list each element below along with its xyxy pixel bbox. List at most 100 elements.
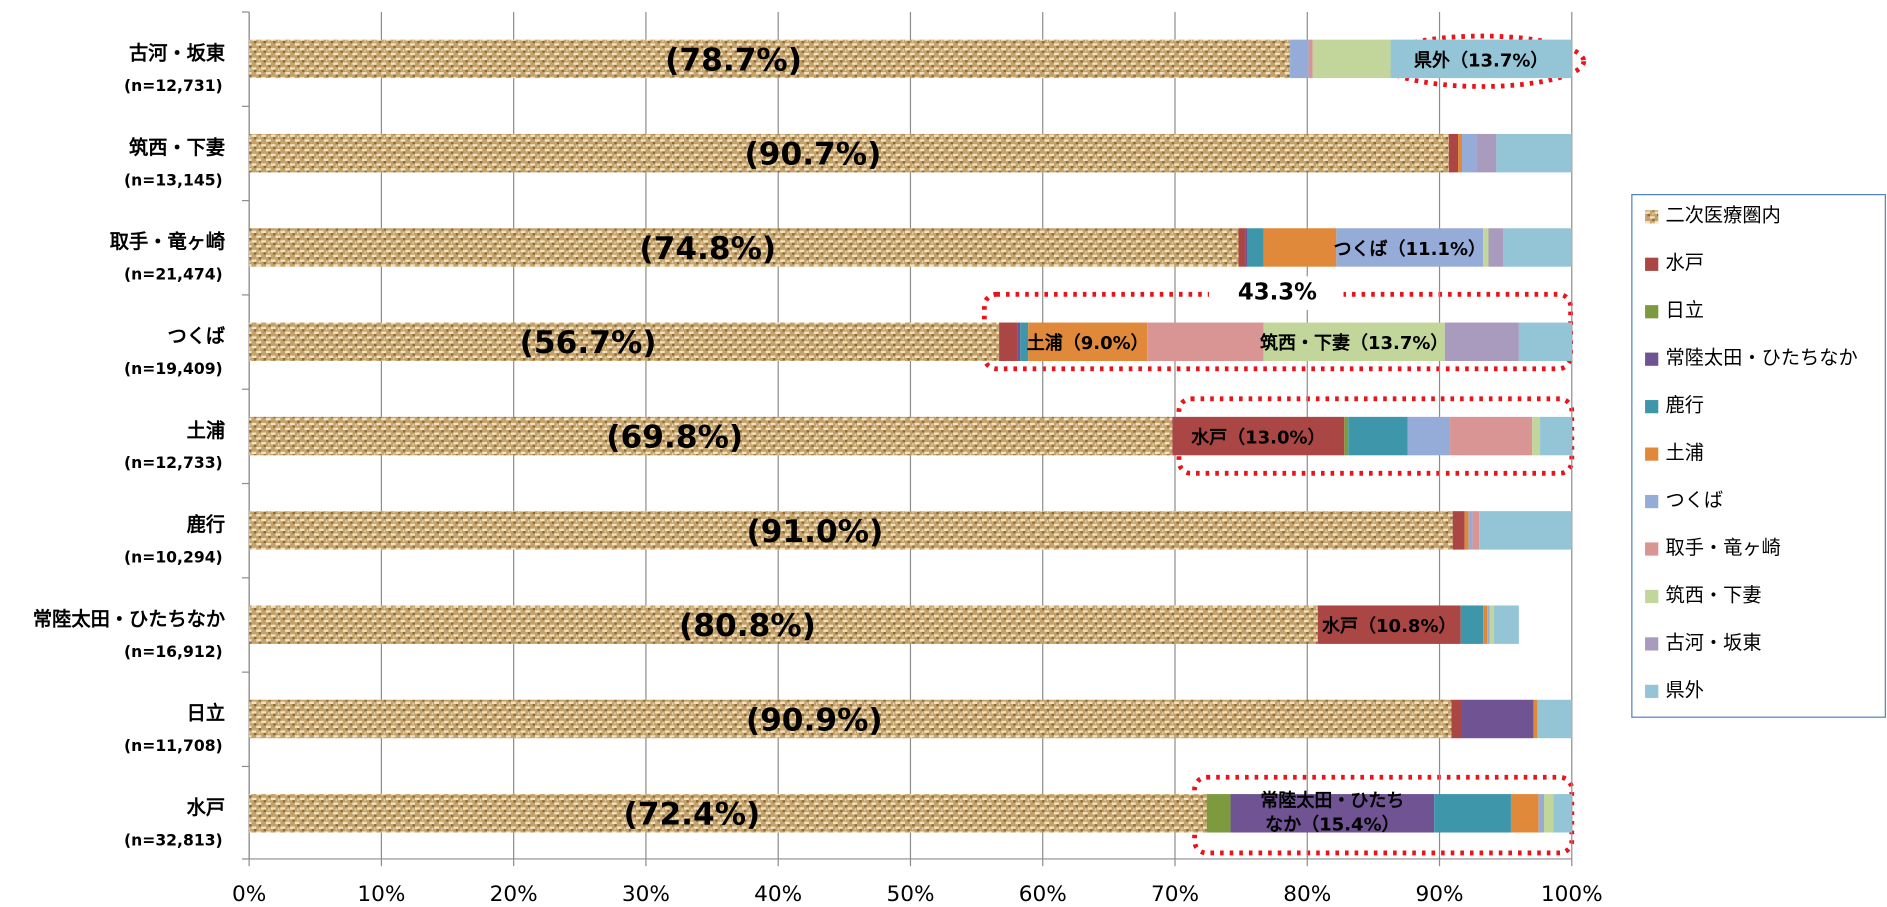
bar-segment — [1444, 322, 1519, 361]
bar-segment — [1483, 605, 1488, 644]
bar-segment — [1532, 416, 1541, 456]
category-note: (n=12,731) — [124, 77, 223, 95]
value-label: (78.7%) — [665, 42, 802, 78]
x-tick-label: 90% — [1416, 882, 1464, 907]
bar-segment — [1448, 133, 1459, 173]
legend-swatch — [1645, 542, 1659, 556]
value-label: (72.4%) — [623, 797, 760, 833]
bar-segment — [1468, 511, 1473, 550]
category-note: (n=19,409) — [124, 360, 223, 378]
value-label: (69.8%) — [606, 419, 743, 455]
legend-swatch — [1645, 637, 1659, 651]
bar-segment — [1476, 133, 1497, 173]
value-label: (74.8%) — [639, 231, 776, 267]
y-tick-label: 常陸太田・ひたちなか — [33, 607, 226, 630]
annotation: 43.3% — [1238, 280, 1317, 306]
value-label: (90.9%) — [746, 702, 883, 738]
bar-segment — [249, 605, 1318, 644]
legend-swatch — [1645, 352, 1659, 366]
bar-segment — [1206, 794, 1231, 833]
bar-segment — [1290, 39, 1309, 79]
bar-segment — [1460, 605, 1484, 644]
value-label: 筑西・下妻（13.7%） — [1260, 332, 1448, 354]
x-tick-label: 70% — [1151, 882, 1199, 907]
bar-segment — [249, 39, 1291, 79]
y-tick-label: 古河・坂東 — [129, 42, 226, 65]
legend-label: 鹿行 — [1665, 394, 1703, 417]
legend-swatch — [1645, 494, 1659, 509]
legend-swatch — [1645, 210, 1659, 224]
y-tick-label: 土浦 — [187, 419, 225, 442]
x-tick-label: 80% — [1283, 882, 1331, 907]
y-tick-label: 鹿行 — [187, 513, 225, 536]
legend-label: つくば — [1665, 488, 1723, 511]
bar-segment — [1247, 228, 1264, 267]
bar-segment — [1462, 133, 1477, 173]
bar-segment — [1518, 322, 1572, 361]
bar-segment — [1028, 322, 1148, 361]
value-label: (91.0%) — [746, 514, 883, 550]
highlight — [1192, 774, 1575, 856]
bar-segment — [1312, 39, 1391, 79]
bar-segment — [1348, 416, 1408, 456]
value-label: 水戸（10.8%） — [1322, 615, 1456, 637]
x-tick-label: 100% — [1541, 882, 1603, 907]
legend-box — [1631, 194, 1886, 718]
bar-segment — [1538, 794, 1545, 833]
bar-segment — [249, 511, 1453, 550]
bar-segment — [1464, 511, 1469, 550]
bar-segment — [1336, 228, 1484, 267]
bar-segment — [249, 699, 1452, 739]
bar-segment — [1479, 511, 1572, 550]
legend-swatch — [1645, 305, 1659, 319]
bar-segment — [1451, 699, 1463, 739]
bar-segment — [1238, 228, 1246, 267]
legend-swatch — [1645, 257, 1659, 271]
legend-label: 日立 — [1665, 299, 1703, 322]
bar-segment — [1230, 794, 1435, 833]
bar-segment — [1020, 322, 1029, 361]
category-note: (n=10,294) — [124, 549, 223, 567]
legend-label: 土浦 — [1665, 441, 1703, 464]
legend-label: 県外 — [1665, 678, 1703, 701]
category-note: (n=12,733) — [124, 454, 223, 472]
bar-segment — [1462, 699, 1534, 739]
bar-segment — [1308, 39, 1313, 79]
category-note: (n=16,912) — [124, 643, 223, 661]
bar-segment — [249, 416, 1173, 456]
bar-segment — [999, 322, 1018, 361]
bar-segment — [1344, 416, 1349, 456]
bar-segment — [249, 794, 1207, 833]
value-label: (56.7%) — [520, 325, 657, 361]
category-note: (n=11,708) — [124, 737, 223, 755]
bar-segment — [1407, 416, 1451, 456]
bar-segment — [1503, 228, 1572, 267]
value-label: (80.8%) — [679, 608, 816, 644]
bar-segment — [1496, 133, 1572, 173]
legend-swatch — [1645, 400, 1659, 414]
bar-segment — [249, 228, 1239, 267]
legend-label: 古河・坂東 — [1665, 631, 1761, 654]
bar-segment — [1487, 605, 1490, 644]
bar-segment — [1452, 511, 1465, 550]
y-tick-label: つくば — [167, 324, 225, 347]
bar-segment — [1147, 322, 1264, 361]
bar-segment — [1533, 699, 1538, 739]
legend-label: 二次医療圏内 — [1665, 204, 1780, 227]
value-label: 水戸（13.0%） — [1191, 426, 1325, 448]
category-note: (n=32,813) — [124, 831, 223, 849]
highlight — [1377, 33, 1587, 89]
value-label: 県外（13.7%） — [1414, 49, 1548, 71]
category-note: (n=13,145) — [124, 171, 223, 189]
legend-label: 水戸 — [1665, 251, 1703, 274]
annotation-bg — [1208, 276, 1344, 310]
value-label: つくば（11.1%） — [1334, 239, 1486, 260]
x-tick-label: 50% — [886, 882, 934, 907]
highlight — [1176, 396, 1575, 476]
y-tick-label: 日立 — [187, 702, 225, 725]
bar-segment — [1458, 133, 1463, 173]
bar-segment — [1263, 322, 1445, 361]
legend-swatch — [1645, 684, 1659, 698]
bar-segment — [1493, 605, 1519, 644]
